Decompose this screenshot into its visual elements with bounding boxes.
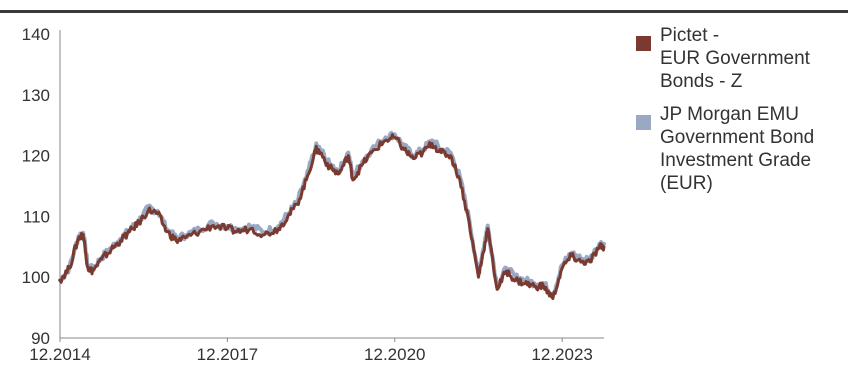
y-tick-label: 110: [23, 207, 50, 226]
series-line-pictet: [58, 133, 606, 300]
header-rule: [0, 10, 848, 13]
line-chart: 90 100 110 120 130 140 12.2014 12.2017 12.2020 12…: [22, 25, 606, 364]
chart-series-layer: [58, 130, 606, 300]
y-tick-label: 130: [22, 86, 50, 105]
legend-label-pictet: Pictet - EUR Government Bonds - Z: [660, 24, 848, 93]
chart-tick-labels: 90 100 110 120 130 140 12.2014 12.2017 12.2020 12…: [22, 25, 593, 364]
legend-label-line: Government Bond: [660, 127, 815, 148]
legend-label-jpmorgan: JP Morgan EMU Government Bond Investment…: [660, 103, 848, 195]
legend-label-line: Investment Grade: [660, 150, 812, 171]
y-tick-label: 90: [31, 329, 50, 348]
y-tick-label: 120: [22, 147, 50, 166]
x-tick-label: 12.2014: [29, 345, 90, 364]
legend-label-line: JP Morgan EMU: [660, 104, 800, 125]
legend-swatch-jpmorgan: [636, 115, 651, 130]
legend-swatch-pictet: [636, 36, 651, 51]
legend-label-line: (EUR): [660, 173, 713, 194]
legend-label-line: EUR Government: [660, 48, 810, 69]
legend-label-line: Bonds - Z: [660, 71, 743, 92]
chart-legend: Pictet - EUR Government Bonds - Z JP Mor…: [636, 24, 848, 205]
y-tick-label: 100: [22, 268, 50, 287]
x-tick-label: 12.2023: [531, 345, 592, 364]
legend-label-line: Pictet -: [660, 25, 720, 46]
top-bar: [0, 0, 848, 13]
x-tick-label: 12.2017: [197, 345, 258, 364]
legend-item-jpmorgan: JP Morgan EMU Government Bond Investment…: [636, 103, 848, 195]
chart-axes: [59, 30, 604, 339]
y-tick-label: 140: [22, 25, 50, 44]
x-tick-label: 12.2020: [364, 345, 425, 364]
legend-item-pictet: Pictet - EUR Government Bonds - Z: [636, 24, 848, 93]
